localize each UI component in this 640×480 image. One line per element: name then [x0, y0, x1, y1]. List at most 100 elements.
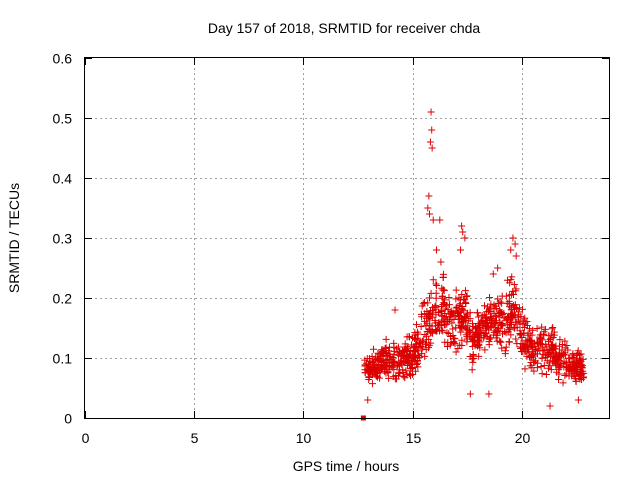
- data-point: [495, 310, 503, 318]
- data-point: [445, 329, 453, 337]
- data-point: [447, 339, 455, 347]
- data-point: [423, 307, 431, 315]
- data-point: [481, 346, 489, 354]
- data-point: [445, 293, 453, 301]
- data-point: [429, 329, 437, 337]
- data-point: [426, 210, 434, 218]
- data-point: [562, 362, 570, 370]
- data-point: [405, 354, 413, 362]
- data-point: [502, 343, 510, 351]
- data-point: [576, 356, 584, 364]
- data-point: [413, 321, 421, 329]
- data-point: [502, 292, 510, 300]
- data-point: [490, 321, 498, 329]
- data-point: [425, 294, 433, 302]
- y-tick-label: 0: [64, 411, 72, 427]
- data-point: [424, 299, 432, 307]
- y-tick-label: 0.3: [53, 231, 73, 247]
- data-point: [402, 345, 410, 353]
- data-point: [506, 279, 514, 287]
- data-point: [452, 295, 460, 303]
- data-point: [523, 352, 531, 360]
- data-point: [378, 346, 386, 354]
- data-point: [443, 329, 451, 337]
- data-point: [486, 334, 494, 342]
- data-point: [485, 390, 493, 398]
- data-point: [439, 273, 447, 281]
- data-point: [441, 338, 449, 346]
- data-point: [481, 313, 489, 321]
- data-point: [401, 374, 409, 382]
- data-point: [501, 327, 509, 335]
- data-point: [536, 334, 544, 342]
- data-point: [439, 286, 447, 294]
- data-point: [526, 362, 534, 370]
- data-point: [555, 364, 563, 372]
- data-point: [505, 300, 513, 308]
- data-point: [456, 324, 464, 332]
- data-point: [505, 338, 513, 346]
- data-point: [422, 322, 430, 330]
- data-point: [469, 320, 477, 328]
- data-point: [505, 312, 513, 320]
- y-tick-label: 0.2: [53, 291, 73, 307]
- data-point: [541, 325, 549, 333]
- data-point: [376, 374, 384, 382]
- data-point: [384, 369, 392, 377]
- y-tick-label: 0.6: [53, 51, 73, 67]
- data-point: [391, 306, 399, 314]
- data-point: [442, 301, 450, 309]
- data-point: [579, 362, 587, 370]
- data-point: [408, 341, 416, 349]
- data-point: [462, 325, 470, 333]
- data-point: [539, 346, 547, 354]
- data-point: [424, 204, 432, 212]
- data-point: [443, 320, 451, 328]
- data-point: [403, 333, 411, 341]
- data-point: [518, 305, 526, 313]
- data-point: [461, 234, 469, 242]
- data-point: [521, 347, 529, 355]
- data-point: [510, 323, 518, 331]
- data-point: [528, 331, 536, 339]
- data-point: [458, 222, 466, 230]
- data-point: [470, 332, 478, 340]
- data-point: [515, 318, 523, 326]
- data-point: [475, 319, 483, 327]
- data-point: [476, 344, 484, 352]
- data-point: [560, 357, 568, 365]
- x-tick-label: 20: [515, 430, 531, 446]
- data-point: [556, 336, 564, 344]
- data-point: [436, 321, 444, 329]
- data-point: [449, 325, 457, 333]
- data-point: [496, 298, 504, 306]
- data-point: [428, 126, 436, 134]
- data-point: [452, 286, 460, 294]
- data-point: [364, 366, 372, 374]
- data-point: [455, 294, 463, 302]
- data-point: [407, 372, 415, 380]
- data-point: [489, 314, 497, 322]
- data-point: [415, 339, 423, 347]
- data-point: [475, 352, 483, 360]
- data-point: [390, 347, 398, 355]
- data-point: [557, 352, 565, 360]
- data-point: [399, 368, 407, 376]
- data-point: [432, 326, 440, 334]
- data-point: [552, 353, 560, 361]
- data-point: [533, 359, 541, 367]
- data-point: [508, 310, 516, 318]
- data-point: [544, 337, 552, 345]
- data-point: [438, 292, 446, 300]
- data-point: [460, 314, 468, 322]
- data-point: [381, 361, 389, 369]
- data-point: [423, 332, 431, 340]
- data-point: [465, 327, 473, 335]
- data-point: [461, 287, 469, 295]
- data-point: [429, 216, 437, 224]
- data-point: [497, 338, 505, 346]
- data-point: [542, 370, 550, 378]
- data-point: [448, 319, 456, 327]
- data-point: [490, 328, 498, 336]
- data-point: [374, 369, 382, 377]
